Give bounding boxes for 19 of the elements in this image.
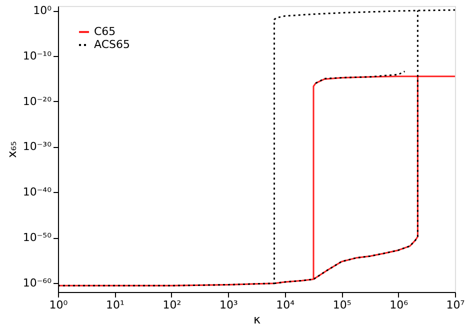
y-tick-label: 10⁻⁵⁰ xyxy=(22,231,52,244)
y-tick-label: 10⁻¹⁰ xyxy=(22,49,52,62)
legend-label: C65 xyxy=(94,25,116,38)
x-tick-label: 10³ xyxy=(219,298,238,312)
y-tick-label: 10⁻⁴⁰ xyxy=(22,186,52,199)
x-tick-label: 10⁵ xyxy=(332,298,352,312)
legend-label: ACS65 xyxy=(94,38,130,51)
x-axis-title: κ xyxy=(253,312,261,326)
y-tick-label: 10⁻⁶⁰ xyxy=(22,276,52,290)
y-tick-label: 10⁻³⁰ xyxy=(22,140,52,154)
y-tick-label: 10⁰ xyxy=(33,4,52,18)
x-tick-label: 10¹ xyxy=(106,298,124,312)
x-tick-label: 10⁶ xyxy=(390,298,409,312)
x-tick-label: 10² xyxy=(162,298,182,312)
x-tick-label: 10⁰ xyxy=(49,298,68,312)
y-tick-label: 10⁻²⁰ xyxy=(22,94,52,108)
x-tick-label: 10⁷ xyxy=(446,298,465,312)
x-tick-label: 10⁴ xyxy=(276,298,296,312)
y-axis-title: x₆₅ xyxy=(4,140,19,158)
